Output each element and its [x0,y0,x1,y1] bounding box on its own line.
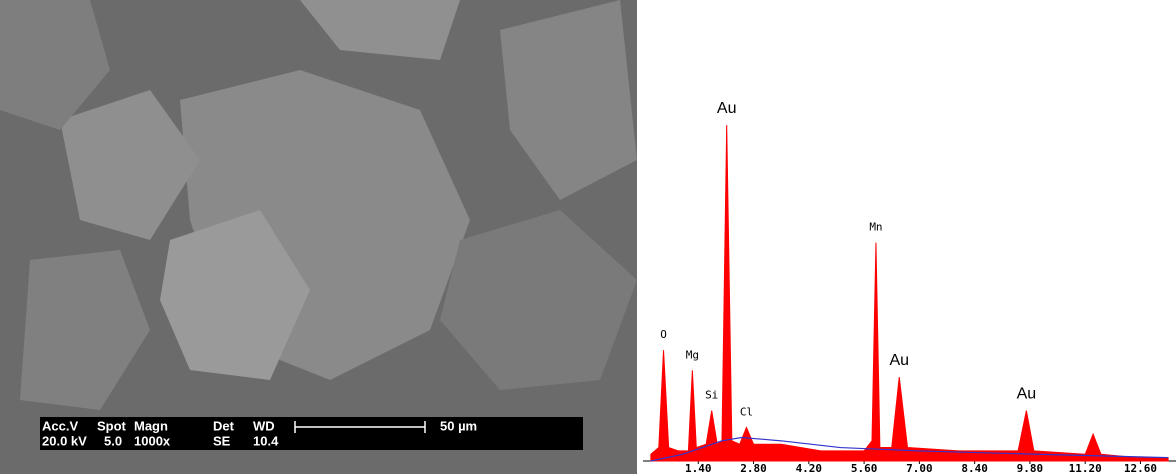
x-tick-label: 8.40 [961,462,988,474]
peak-label: Au [889,352,909,369]
sem-image [0,0,637,474]
peak-label: Au [717,100,737,117]
info-value: SE [213,433,231,448]
x-tick-label: 2.80 [740,462,767,474]
info-label: WD [253,418,275,433]
peak-label: Au [1017,386,1037,403]
peak-label: Si [705,389,718,402]
x-tick-label: 11.20 [1069,462,1102,474]
info-label: Acc.V [42,418,78,433]
x-tick-label: 5.60 [851,462,878,474]
x-tick-label: 12.60 [1124,462,1157,474]
peak-label: O [660,328,667,341]
scale-bar-label: 50 µm [440,418,477,433]
info-value: 5.0 [104,433,122,448]
peak-label: Mn [869,221,882,234]
info-label: Magn [134,418,168,433]
info-value: 1000x [134,433,171,448]
info-label: Spot [97,418,127,433]
info-value: 20.0 kV [42,433,87,448]
info-value: 10.4 [253,433,279,448]
x-tick-label: 4.20 [796,462,823,474]
peak-label: Mg [686,348,699,361]
x-tick-label: 1.40 [685,462,712,474]
x-tick-label: 7.00 [906,462,933,474]
spectrum-area [650,124,1169,462]
x-tick-label: 9.80 [1017,462,1044,474]
background-line [650,436,1169,462]
info-label: Det [213,418,235,433]
peak-label: Cl [740,405,753,418]
